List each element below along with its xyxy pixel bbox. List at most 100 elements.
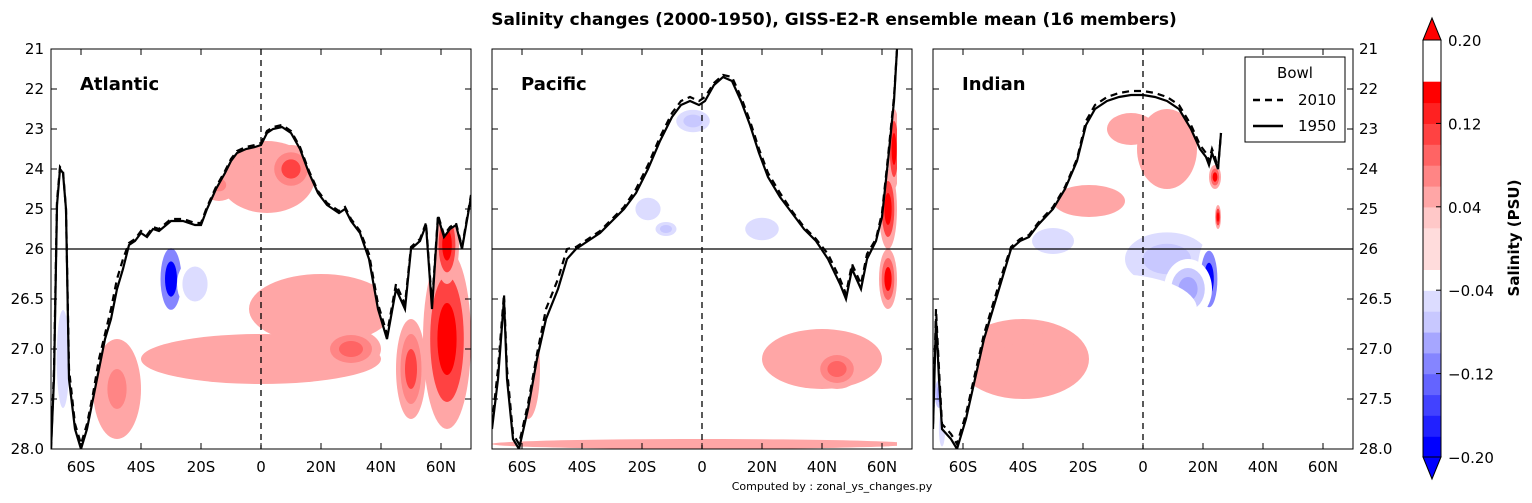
anomaly-indian-5-2: [1090, 324, 1148, 334]
colorbar: 0.20 0.12 0.04 −0.04 −0.12 −0.20: [1422, 16, 1494, 481]
x-tick-label-pacific-2: 20S: [628, 458, 657, 476]
bowl-mask-pacific: [492, 49, 897, 449]
y-tick-label-left-5: 26: [25, 240, 44, 258]
y-tick-label-left-0: 21: [25, 40, 44, 58]
anomaly-atlantic-8-2: [339, 341, 363, 357]
colorbar-segment-13: [1423, 144, 1441, 166]
panel-pacific: Pacific 60S 40S 20S 0 20N 40N 60N: [491, 48, 913, 476]
y-tick-label-right-9: 28.0: [1359, 440, 1392, 458]
anomaly-pacific-12-2: [884, 267, 892, 291]
x-tick-label-atlantic-0: 60S: [67, 458, 96, 476]
x-tick-label-atlantic-6: 60N: [426, 458, 456, 476]
anomaly-indian-8-2: [1121, 122, 1141, 136]
y-tick-label-right-2: 23: [1359, 120, 1378, 138]
x-tick-label-indian-3: 0: [1138, 458, 1148, 476]
x-tick-label-indian-5: 40N: [1248, 458, 1278, 476]
colorbar-segment-16: [1423, 81, 1441, 104]
anomaly-atlantic-12-2: [107, 369, 127, 409]
basin-label-pacific: Pacific: [521, 74, 587, 95]
x-tick-label-pacific-3: 0: [697, 458, 707, 476]
legend-box: [1244, 56, 1346, 143]
bowl-mask-indian: [933, 49, 1221, 449]
colorbar-segment-11: [1423, 186, 1441, 208]
y-tick-label-left-7: 27.0: [11, 340, 44, 358]
legend-label-2010: 2010: [1298, 91, 1336, 109]
colorbar-segment-14: [1423, 123, 1441, 145]
y-tick-label-left-3: 24: [25, 160, 44, 178]
y-axis-right: 21 22 23 24 25 26 26.5 27.0 27.5 28.0: [465, 40, 1392, 458]
anomaly-indian-6-2: [1074, 194, 1104, 208]
colorbar-segment-15: [1423, 102, 1441, 124]
y-tick-label-left-6: 26.5: [11, 290, 44, 308]
x-tick-label-pacific-6: 60N: [867, 458, 897, 476]
anomaly-pacific-4-2: [660, 225, 672, 233]
colorbar-segment-2: [1423, 394, 1441, 416]
colorbar-tick-label-0: 0.20: [1448, 32, 1481, 50]
anomaly-indian-12-2: [996, 343, 1050, 375]
colorbar-segment-0: [1423, 436, 1441, 458]
colorbar-segment-4: [1423, 352, 1441, 375]
x-tick-label-pacific-4: 20N: [747, 458, 777, 476]
panel-atlantic: Atlantic 60S 40S 20S 0 20N 40N 60N: [50, 48, 472, 476]
colorbar-segment-7: [1423, 290, 1441, 312]
bowl-1950-line-atlantic: [51, 125, 471, 449]
x-tick-label-atlantic-1: 40S: [127, 458, 156, 476]
colorbar-tick-label-5: −0.20: [1448, 449, 1494, 467]
bowl-lines-atlantic: [51, 49, 471, 449]
x-tick-label-atlantic-2: 20S: [187, 458, 216, 476]
bowl-1950-line-pacific: [492, 49, 899, 449]
anomaly-atlantic-4-2: [281, 159, 301, 179]
anomaly-pacific-10-2: [884, 193, 892, 225]
x-tick-label-indian-2: 20S: [1069, 458, 1098, 476]
anomaly-atlantic-1-2: [187, 274, 203, 294]
bowl-2010-line-pacific: [492, 49, 899, 447]
bowl-lines-pacific: [492, 49, 912, 449]
x-tick-label-atlantic-4: 20N: [306, 458, 336, 476]
colorbar-tick-label-1: 0.12: [1448, 115, 1481, 133]
basin-label-indian: Indian: [962, 74, 1026, 95]
anomaly-pacific-9-2: [827, 361, 847, 377]
x-ticks-indian: 60S 40S 20S 0 20N 40N 60N: [949, 49, 1338, 476]
anomaly-pacific-7-2: [631, 293, 689, 305]
x-tick-label-indian-4: 20N: [1188, 458, 1218, 476]
colorbar-segment-1: [1423, 415, 1441, 437]
y-tick-label-right-0: 21: [1359, 40, 1378, 58]
x-tick-label-pacific-0: 60S: [508, 458, 537, 476]
colorbar-tick-label-4: −0.12: [1448, 366, 1494, 384]
colorbar-segment-8: [1423, 269, 1441, 291]
anomaly-indian-4-2: [1041, 233, 1065, 249]
x-tick-label-indian-1: 40S: [1009, 458, 1038, 476]
anomaly-indian-10-2: [1212, 172, 1218, 182]
colorbar-tick-label-2: 0.04: [1448, 199, 1481, 217]
anomaly-pacific-5-2: [752, 222, 772, 236]
colorbar-segment-10: [1423, 206, 1441, 229]
y-tick-label-right-4: 25: [1359, 200, 1378, 218]
colorbar-frame: [1422, 39, 1442, 458]
anomaly-indian-7-2: [1155, 133, 1179, 165]
anomaly-field-atlantic: [51, 49, 471, 449]
x-ticks-pacific: 60S 40S 20S 0 20N 40N 60N: [508, 49, 897, 476]
anomaly-atlantic-13-2: [59, 331, 67, 387]
anomaly-pacific-3-2: [640, 202, 656, 216]
colorbar-segment-12: [1423, 165, 1441, 187]
colorbar-segment-9: [1423, 227, 1441, 270]
colorbar-segment-3: [1423, 373, 1441, 396]
credit-text: Computed by : zonal_ys_changes.py: [732, 480, 933, 493]
y-tick-label-right-3: 24: [1359, 160, 1378, 178]
y-tick-label-left-8: 27.5: [11, 390, 44, 408]
bowl-lines-indian: [933, 49, 1353, 449]
y-tick-label-left-4: 25: [25, 200, 44, 218]
y-tick-label-right-1: 22: [1359, 80, 1378, 98]
x-tick-label-indian-0: 60S: [949, 458, 978, 476]
y-tick-label-left-9: 28.0: [11, 440, 44, 458]
x-ticks-atlantic: 60S 40S 20S 0 20N 40N 60N: [67, 49, 456, 476]
anomaly-pacific-6-2: [657, 259, 777, 279]
anomaly-atlantic-0-2: [165, 261, 177, 297]
anomaly-indian-3-2: [1079, 295, 1147, 323]
panel-indian: Indian 60S 40S 20S 0 20N 40N 60N: [932, 48, 1354, 476]
y-tick-label-left-1: 22: [25, 80, 44, 98]
basin-label-atlantic: Atlantic: [80, 74, 159, 95]
bowl-1950-line-indian: [933, 93, 1223, 449]
x-tick-label-indian-6: 60N: [1308, 458, 1338, 476]
colorbar-extend-max: [1422, 16, 1442, 41]
